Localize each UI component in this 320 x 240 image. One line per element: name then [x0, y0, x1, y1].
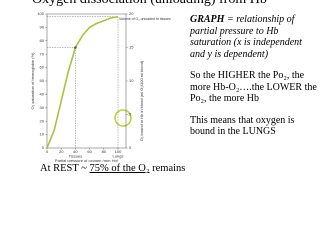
notes: GRAPH = relationship of partial pressure…: [190, 14, 318, 148]
x-tick-label: 100: [115, 149, 122, 154]
annotation: Tissues: [69, 154, 83, 159]
y-tick-label: 20: [40, 118, 45, 123]
highlight-circle: [114, 109, 132, 127]
footer: At REST ~ 75% of the O₂ remains: [40, 163, 185, 174]
y-tick-label: 40: [40, 91, 45, 96]
y-tick-label: 10: [40, 132, 45, 137]
x-tick-label: 0: [46, 149, 49, 154]
point: [74, 46, 77, 49]
slide: Oxygen dissociation (unloading) from Hb …: [30, 0, 318, 174]
x-axis-label: Partial pressure of oxygen (mm Hg): [55, 158, 119, 162]
y-tick-label: 50: [40, 78, 45, 83]
plot-frame: [46, 13, 127, 149]
x-tick-label: 60: [87, 149, 92, 154]
chart: 0 10 20 30 40 50 60 70 80 90 100 0 5 10 15 20 0 20 40 60 80 1…: [30, 11, 171, 162]
graph-label: GRAPH: [190, 14, 225, 25]
slide-title: Oxygen dissociation (unloading) from Hb: [32, 0, 267, 8]
y2-tick-label: 10: [129, 78, 134, 83]
y-tick-label: 0: [42, 145, 45, 150]
y2-tick-label: 15: [129, 45, 134, 50]
y-axis-label: O₂ saturation of hemoglobin (%): [30, 52, 35, 110]
y2-tick-label: 0: [129, 145, 132, 150]
y2-tick-label: 5: [129, 112, 132, 117]
footer-lead: At REST ~: [40, 163, 90, 174]
y-tick-label: 30: [40, 105, 45, 110]
footer-underlined: 75% of the O₂: [89, 163, 150, 174]
x-tick-label: 40: [73, 149, 78, 154]
annotation: Lungs: [113, 154, 124, 159]
y-tick-label: 60: [40, 65, 45, 70]
curve: [46, 15, 119, 149]
note-para: This means that oxygen is bound in the L…: [190, 114, 295, 138]
graph-text: = relationship of partial pressure to Hb…: [190, 14, 302, 60]
y-tick-label: 80: [40, 38, 45, 43]
footer-tail: remains: [149, 163, 186, 174]
note-para: So the HIGHER the Po₂, the more Hb-O₂….t…: [190, 70, 317, 104]
x-tick-label: 80: [102, 149, 107, 154]
y2-tick-label: 20: [129, 11, 134, 16]
x-tick-label: 20: [59, 149, 64, 154]
y-tick-label: 70: [40, 51, 45, 56]
annotation: Volume of O₂ unloaded to tissues: [119, 17, 171, 21]
y-tick-label: 100: [37, 11, 44, 16]
y-tick-label: 90: [40, 24, 45, 29]
y2-axis-label: O₂ bound to Hb in blood (ml O₂/100 ml bl…: [139, 60, 144, 141]
note-graph: GRAPH = relationship of partial pressure…: [190, 14, 318, 60]
